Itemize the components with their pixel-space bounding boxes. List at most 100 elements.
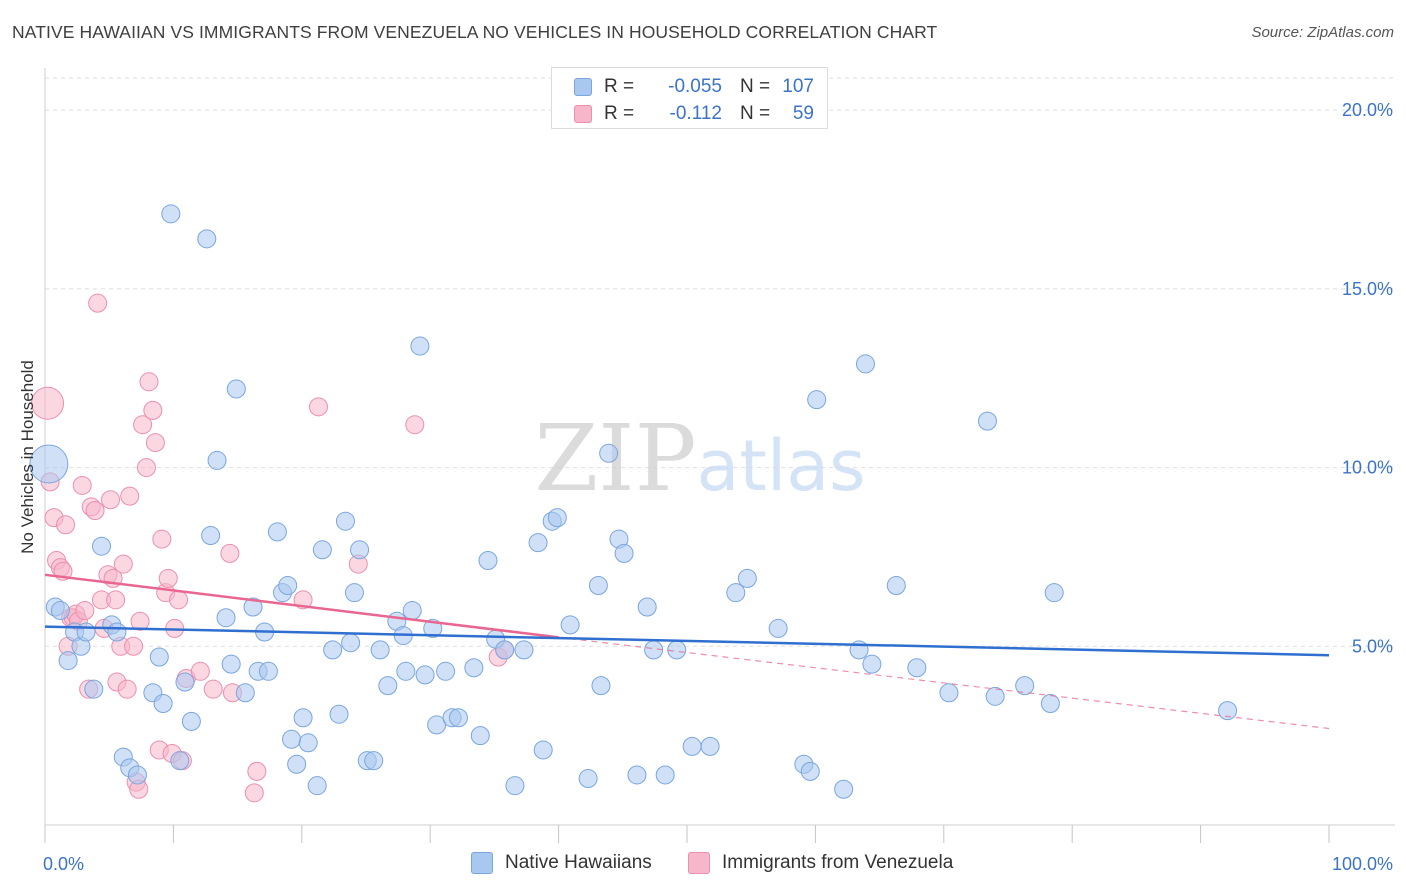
point-hawaiian bbox=[341, 633, 361, 653]
point-hawaiian bbox=[127, 765, 147, 785]
watermark: ZIPatlas bbox=[534, 405, 865, 512]
point-hawaiian bbox=[344, 583, 364, 603]
point-hawaiian bbox=[464, 658, 484, 678]
tick-labels: 5.0% 10.0% 15.0% 20.0% 0.0% 100.0% bbox=[43, 100, 1393, 874]
point-hawaiian bbox=[258, 661, 278, 681]
watermark-atlas: atlas bbox=[697, 425, 866, 507]
legend-r-label: R = bbox=[604, 103, 635, 124]
point-venezuela bbox=[405, 415, 425, 435]
point-venezuela bbox=[72, 475, 92, 495]
legend-swatch-blue bbox=[471, 852, 493, 874]
point-hawaiian bbox=[655, 765, 675, 785]
point-hawaiian bbox=[396, 661, 416, 681]
point-venezuela bbox=[169, 590, 189, 610]
point-hawaiian bbox=[350, 540, 370, 560]
trend-hawaiian bbox=[44, 625, 1330, 657]
point-venezuela bbox=[136, 458, 156, 478]
point-hawaiian bbox=[505, 776, 525, 796]
point-hawaiian bbox=[528, 533, 548, 553]
point-hawaiian bbox=[278, 576, 298, 596]
point-hawaiian bbox=[91, 536, 111, 556]
point-hawaiian bbox=[364, 751, 384, 771]
point-venezuela bbox=[139, 372, 159, 392]
point-hawaiian bbox=[161, 204, 181, 224]
legend-item-venezuela: Immigrants from Venezuela bbox=[688, 852, 953, 874]
point-venezuela bbox=[113, 554, 133, 574]
point-hawaiian bbox=[402, 601, 422, 621]
point-hawaiian bbox=[58, 651, 78, 671]
point-venezuela bbox=[247, 761, 267, 781]
point-hawaiian bbox=[478, 551, 498, 571]
point-venezuela bbox=[143, 400, 163, 420]
point-hawaiian bbox=[267, 522, 287, 542]
point-hawaiian bbox=[700, 736, 720, 756]
point-hawaiian bbox=[221, 654, 241, 674]
point-hawaiian bbox=[448, 708, 468, 728]
legend-swatch-pink bbox=[688, 852, 710, 874]
trend-venezuela bbox=[44, 573, 559, 639]
point-hawaiian bbox=[427, 715, 447, 735]
point-hawaiian bbox=[226, 379, 246, 399]
point-hawaiian bbox=[800, 761, 820, 781]
series-legend: Native Hawaiians Immigrants from Venezue… bbox=[0, 852, 1406, 878]
point-hawaiian bbox=[977, 411, 997, 431]
point-venezuela bbox=[120, 486, 140, 506]
y-axis-label: No Vehicles in Household bbox=[18, 360, 37, 554]
hawaiian-points bbox=[29, 204, 1238, 799]
legend-label-venezuela: Immigrants from Venezuela bbox=[722, 852, 954, 873]
chart-title: NATIVE HAWAIIAN VS IMMIGRANTS FROM VENEZ… bbox=[12, 22, 938, 42]
point-hawaiian bbox=[495, 640, 515, 660]
point-hawaiian bbox=[855, 354, 875, 374]
point-hawaiian bbox=[768, 618, 788, 638]
point-venezuela bbox=[158, 568, 178, 588]
point-hawaiian bbox=[216, 608, 236, 628]
point-hawaiian bbox=[514, 640, 534, 660]
point-hawaiian bbox=[76, 622, 96, 642]
point-venezuela bbox=[100, 490, 120, 510]
point-venezuela bbox=[75, 601, 95, 621]
point-hawaiian bbox=[682, 736, 702, 756]
point-hawaiian bbox=[939, 683, 959, 703]
y-tick-label-5: 5.0% bbox=[1352, 636, 1393, 656]
point-hawaiian bbox=[834, 779, 854, 799]
point-hawaiian bbox=[627, 765, 647, 785]
point-hawaiian bbox=[201, 525, 221, 545]
point-hawaiian bbox=[323, 640, 343, 660]
legend-row-venezuela: R = -0.112 N = 59 bbox=[574, 102, 814, 126]
point-hawaiian bbox=[329, 704, 349, 724]
point-hawaiian bbox=[312, 540, 332, 560]
point-venezuela bbox=[124, 636, 144, 656]
point-hawaiian bbox=[637, 597, 657, 617]
grid-lines bbox=[45, 77, 1395, 647]
point-venezuela bbox=[133, 415, 153, 435]
point-hawaiian bbox=[107, 622, 127, 642]
point-hawaiian bbox=[293, 708, 313, 728]
legend-swatch-pink bbox=[574, 105, 592, 123]
point-venezuela bbox=[244, 783, 264, 803]
legend-r-value: -0.055 bbox=[668, 76, 722, 97]
legend-label-hawaiians: Native Hawaiians bbox=[505, 852, 652, 873]
point-hawaiian bbox=[410, 336, 430, 356]
point-hawaiian bbox=[181, 711, 201, 731]
point-venezuela bbox=[220, 543, 240, 563]
point-hawaiian bbox=[335, 511, 355, 531]
point-venezuela bbox=[190, 661, 210, 681]
point-hawaiian bbox=[415, 665, 435, 685]
point-venezuela bbox=[56, 515, 76, 535]
point-hawaiian bbox=[667, 640, 687, 660]
point-hawaiian bbox=[1015, 676, 1035, 696]
point-hawaiian bbox=[50, 601, 70, 621]
point-hawaiian bbox=[243, 597, 263, 617]
point-hawaiian bbox=[175, 672, 195, 692]
point-hawaiian bbox=[560, 615, 580, 635]
point-hawaiian bbox=[591, 676, 611, 696]
point-hawaiian bbox=[470, 726, 490, 746]
legend-n-value: 107 bbox=[782, 76, 814, 97]
point-venezuela bbox=[117, 679, 137, 699]
legend-n-label: N = bbox=[740, 76, 771, 97]
point-hawaiian bbox=[423, 618, 443, 638]
point-venezuela bbox=[130, 611, 150, 631]
point-hawaiian bbox=[29, 444, 69, 484]
point-hawaiian bbox=[985, 686, 1005, 706]
legend-item-hawaiians: Native Hawaiians bbox=[471, 852, 652, 874]
